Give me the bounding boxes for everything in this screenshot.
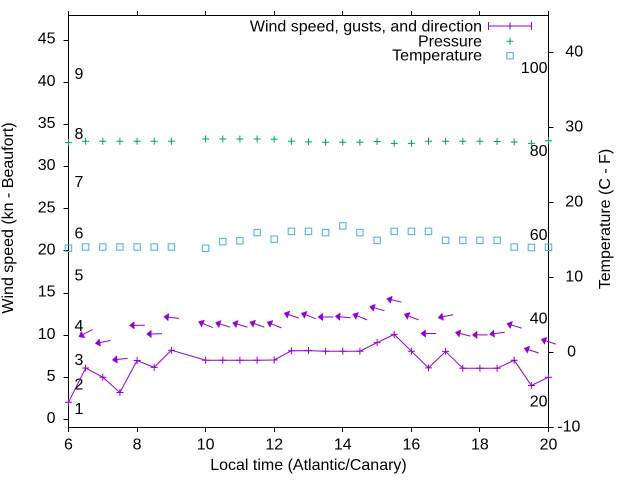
svg-text:Pressure: Pressure <box>418 33 482 50</box>
svg-text:-10: -10 <box>557 419 580 436</box>
svg-text:25: 25 <box>38 199 56 216</box>
svg-text:7: 7 <box>75 174 84 191</box>
svg-text:Temperature: Temperature <box>392 48 482 65</box>
svg-text:0: 0 <box>47 410 56 427</box>
svg-text:8: 8 <box>133 437 142 454</box>
svg-text:20: 20 <box>540 437 558 454</box>
svg-text:40: 40 <box>530 310 548 327</box>
svg-text:16: 16 <box>402 437 420 454</box>
svg-text:12: 12 <box>265 437 283 454</box>
svg-text:8: 8 <box>75 126 84 143</box>
svg-text:40: 40 <box>38 73 56 90</box>
svg-text:2: 2 <box>75 376 84 393</box>
svg-text:20: 20 <box>38 241 56 258</box>
svg-text:80: 80 <box>530 143 548 160</box>
svg-text:20: 20 <box>565 194 583 211</box>
svg-text:10: 10 <box>197 437 215 454</box>
svg-text:6: 6 <box>64 437 73 454</box>
svg-text:40: 40 <box>565 44 583 61</box>
svg-text:Wind speed (kn - Beaufort): Wind speed (kn - Beaufort) <box>0 122 17 313</box>
svg-text:Wind speed, gusts, and directi: Wind speed, gusts, and direction <box>250 19 482 36</box>
svg-text:9: 9 <box>75 66 84 83</box>
svg-text:10: 10 <box>38 326 56 343</box>
svg-text:4: 4 <box>75 318 84 335</box>
svg-text:60: 60 <box>530 227 548 244</box>
svg-text:30: 30 <box>565 119 583 136</box>
svg-text:6: 6 <box>75 225 84 242</box>
svg-text:18: 18 <box>471 437 489 454</box>
svg-text:100: 100 <box>521 60 548 77</box>
svg-text:15: 15 <box>38 284 56 301</box>
svg-text:5: 5 <box>47 368 56 385</box>
svg-text:0: 0 <box>567 344 576 361</box>
svg-text:1: 1 <box>75 401 84 418</box>
svg-text:14: 14 <box>334 437 352 454</box>
svg-text:30: 30 <box>38 157 56 174</box>
svg-text:10: 10 <box>565 269 583 286</box>
svg-text:Temperature (C - F): Temperature (C - F) <box>597 149 614 289</box>
svg-text:3: 3 <box>75 352 84 369</box>
svg-text:5: 5 <box>75 268 84 285</box>
svg-text:35: 35 <box>38 115 56 132</box>
svg-text:Local time (Atlantic/Canary): Local time (Atlantic/Canary) <box>210 457 407 474</box>
svg-text:45: 45 <box>38 31 56 48</box>
svg-text:20: 20 <box>530 393 548 410</box>
